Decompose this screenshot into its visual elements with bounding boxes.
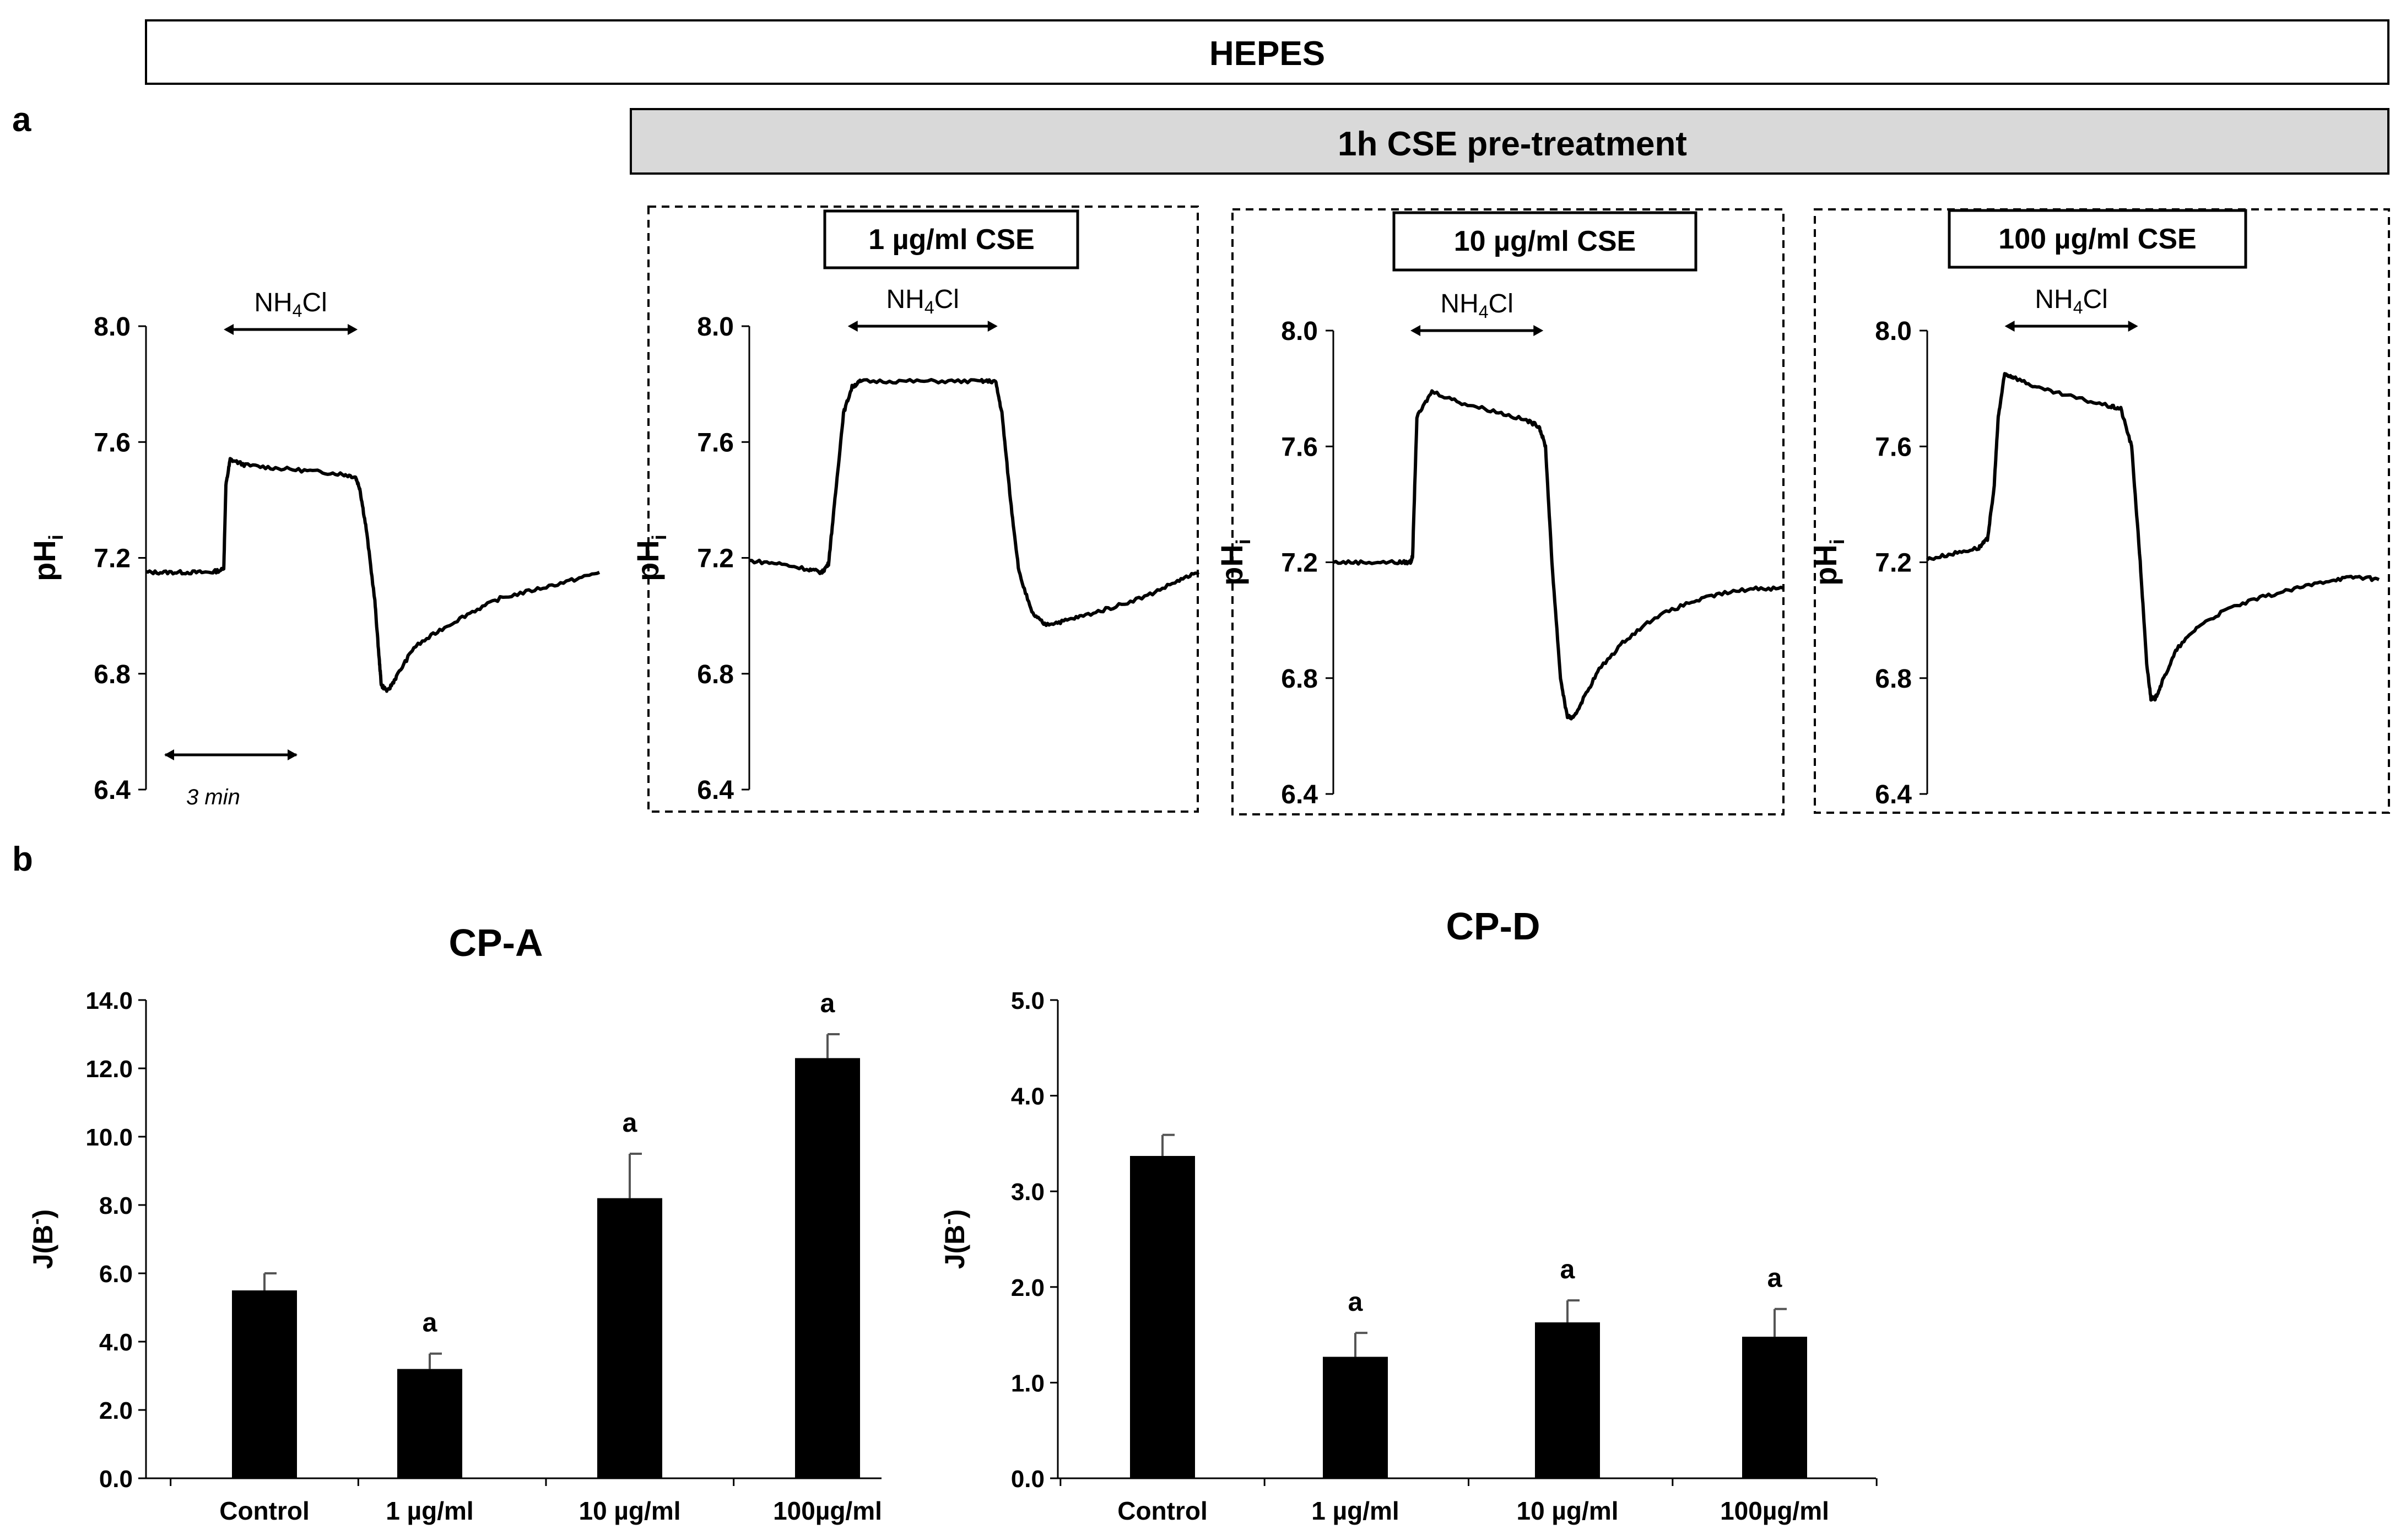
category-label: Control [219,1496,310,1525]
trace-1-label: 1 µg/ml CSE [868,224,1035,256]
pretreatment-header-box [630,108,2389,175]
y-tick-label: 7.2 [1875,549,1912,578]
y-axis-label: J(B-) [938,1209,970,1269]
category-label: 1 µg/ml [386,1496,473,1525]
category-label: 100µg/ml [773,1496,882,1525]
significance-label: a [423,1309,437,1338]
y-tick-label: 0.0 [99,1466,133,1493]
y-tick-label: 6.0 [99,1261,133,1288]
ph-trace-line [1332,389,1785,721]
bar [232,1290,297,1478]
ph-trace-line [749,377,1200,628]
bar [795,1058,860,1478]
y-axis-label: J(B-) [26,1209,58,1269]
nh4cl-label: NH4Cl [2035,285,2107,317]
bar [1535,1322,1600,1478]
y-tick-label: 7.2 [697,544,734,574]
y-tick-label: 0.0 [1011,1466,1045,1493]
y-tick-label: 10.0 [85,1124,133,1151]
y-axis-label: pHi [27,534,67,581]
bar-chart-cpa: CP-A 0.0 2.0 4.0 6.0 8.0 10.0 12.0 14.0 J(B-) Con… [26,921,882,1525]
y-tick-label: 12.0 [85,1056,133,1083]
y-tick-label: 6.8 [697,660,734,689]
y-tick-label: 6.4 [1281,780,1318,809]
nh4cl-label: NH4Cl [886,285,959,317]
time-scale-label: 3 min [186,785,240,809]
y-tick-label: 1.0 [1011,1370,1045,1397]
y-tick-label: 4.0 [1011,1083,1045,1110]
bar [1323,1357,1388,1478]
category-label: 100µg/ml [1720,1496,1829,1525]
y-tick-label: 6.8 [94,660,131,689]
bar [1742,1337,1807,1478]
frame-10 [1231,208,1785,815]
category-label: 1 µg/ml [1311,1496,1399,1525]
y-tick-label: 6.4 [697,776,734,805]
y-axis-label: pHi [1214,539,1255,586]
trace-100-label: 100 µg/ml CSE [1998,223,2196,255]
label-box-100 [1948,209,2247,269]
category-label: 10 µg/ml [578,1496,680,1525]
hepes-title: HEPES [1209,35,1325,73]
bar [1130,1155,1195,1478]
y-tick-label: 7.2 [94,544,131,574]
nh4cl-label: NH4Cl [254,288,327,321]
y-tick-label: 2.0 [99,1397,133,1424]
category-label: 10 µg/ml [1516,1496,1618,1525]
category-label: Control [1117,1496,1208,1525]
significance-label: a [820,989,835,1018]
y-tick-label: 2.0 [1011,1274,1045,1301]
cpd-title: CP-D [1446,905,1540,948]
y-tick-label: 3.0 [1011,1179,1045,1206]
label-box-10 [1392,211,1697,272]
hepes-header-box [145,19,2389,85]
trace-chart-10: 8.0 7.6 7.2 6.8 6.4 pHi NH4Cl [1214,289,1785,809]
significance-label: a [1560,1255,1575,1284]
significance-label: a [1348,1288,1363,1317]
bar-chart-cpd: CP-D 0.0 1.0 2.0 3.0 4.0 5.0 J(B-) Control a 1 µg… [938,905,1878,1525]
y-tick-label: 8.0 [697,312,734,342]
y-tick-label: 14.0 [85,987,133,1014]
trace-chart-1: 8.0 7.6 7.2 6.8 6.4 pHi NH4Cl [630,285,1200,805]
y-tick-label: 6.4 [1875,780,1912,809]
trace-chart-100: 8.0 7.6 7.2 6.8 6.4 pHi NH4Cl [1808,285,2380,809]
pretreatment-title: 1h CSE pre-treatment [1338,125,1687,163]
y-tick-label: 6.8 [1281,664,1318,694]
trace-10-label: 10 µg/ml CSE [1454,225,1636,257]
ph-trace-line [145,457,601,693]
y-tick-label: 7.6 [697,428,734,457]
y-tick-label: 5.0 [1011,987,1045,1014]
frame-1 [647,206,1199,813]
y-tick-label: 8.0 [94,312,131,342]
label-box-1 [823,209,1079,269]
frame-100 [1814,208,2390,814]
y-tick-label: 7.6 [1281,433,1318,462]
y-tick-label: 8.0 [1281,317,1318,346]
y-tick-label: 7.2 [1281,549,1318,578]
ph-trace-line [1926,372,2380,702]
cpa-title: CP-A [448,921,543,964]
significance-label: a [623,1109,637,1138]
y-tick-label: 6.8 [1875,664,1912,694]
y-axis-label: pHi [1808,539,1848,586]
y-axis-label: pHi [630,534,671,581]
y-tick-label: 6.4 [94,776,131,805]
y-tick-label: 8.0 [99,1192,133,1219]
significance-label: a [1767,1264,1782,1293]
y-tick-label: 7.6 [1875,433,1912,462]
panel-label-b: b [12,840,33,878]
panel-label-a: a [12,101,31,139]
bar [597,1198,662,1478]
time-scale-bar [164,749,298,760]
nh4cl-label: NH4Cl [1440,289,1513,322]
trace-chart-control: 8.0 7.6 7.2 6.8 6.4 pHi NH4Cl [27,288,601,805]
bar [397,1369,462,1478]
y-tick-label: 4.0 [99,1329,133,1356]
y-tick-label: 8.0 [1875,317,1912,346]
y-tick-label: 7.6 [94,428,131,457]
